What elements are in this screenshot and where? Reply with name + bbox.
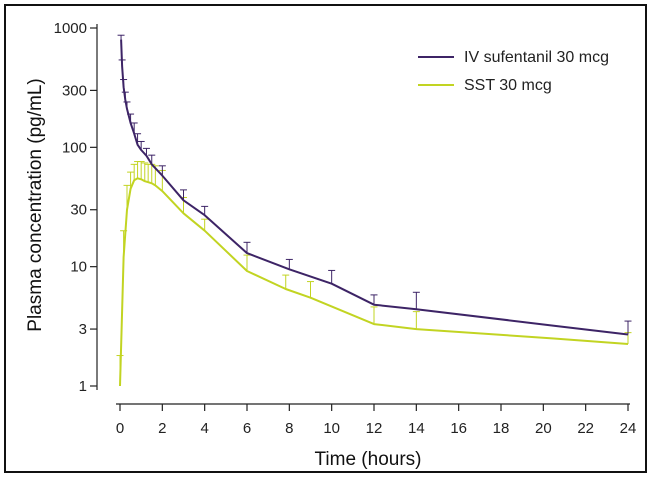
x-tick-label: 14 (408, 420, 425, 437)
x-tick-label: 16 (450, 420, 467, 437)
x-tick-label: 2 (158, 420, 166, 437)
legend-label-iv-sufentanil: IV sufentanil 30 mcg (464, 49, 609, 66)
x-tick-label: 8 (285, 420, 293, 437)
x-axis-title: Time (hours) (315, 449, 422, 470)
x-tick-label: 6 (243, 420, 251, 437)
y-tick-label: 100 (62, 139, 87, 156)
series-layer (116, 34, 632, 387)
y-tick-label: 10 (70, 259, 87, 276)
y-tick-label: 1 (79, 378, 87, 395)
x-tick-label: 0 (116, 420, 124, 437)
x-tick-label: 24 (620, 420, 637, 437)
series-line (120, 39, 629, 336)
series-1 (116, 161, 632, 387)
y-tick-label: 30 (70, 202, 87, 219)
x-tick-label: 10 (323, 420, 340, 437)
legend: IV sufentanil 30 mcg SST 30 mcg (418, 49, 609, 94)
y-tick-label: 1000 (54, 20, 87, 37)
x-tick-label: 12 (366, 420, 383, 437)
x-tick-label: 22 (577, 420, 594, 437)
y-tick-label: 300 (62, 82, 87, 99)
legend-label-sst: SST 30 mcg (464, 77, 552, 94)
x-tick-label: 20 (535, 420, 552, 437)
y-tick-label: 3 (79, 321, 87, 338)
series-line (119, 177, 629, 387)
y-axis-title: Plasma concentration (pg/mL) (25, 78, 46, 331)
series-0 (117, 34, 632, 336)
figure-frame (4, 4, 647, 473)
x-tick-label: 4 (200, 420, 208, 437)
x-tick-label: 18 (493, 420, 510, 437)
